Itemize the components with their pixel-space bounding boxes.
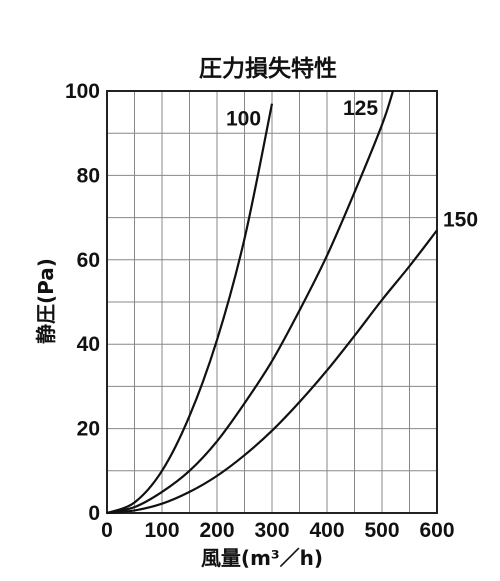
series-line-125 bbox=[106, 90, 395, 515]
x-tick-label: 600 bbox=[419, 519, 454, 542]
y-axis-label: 静圧(Pa) bbox=[34, 258, 58, 344]
series-label-150: 150 bbox=[443, 208, 478, 231]
y-tick-label: 60 bbox=[77, 249, 100, 272]
x-tick-label: 0 bbox=[101, 519, 113, 542]
chart-title: 圧力損失特性 bbox=[199, 56, 337, 82]
series-line-100 bbox=[106, 103, 274, 515]
tick-labels: 0 100 200 300 400 500 600 0 20 40 60 80 100 bbox=[65, 80, 455, 542]
x-tick-label: 100 bbox=[144, 519, 179, 542]
x-tick-label: 300 bbox=[254, 519, 289, 542]
y-tick-label: 80 bbox=[77, 164, 100, 187]
x-tick-label: 400 bbox=[309, 519, 344, 542]
grid bbox=[106, 90, 438, 514]
x-tick-label: 200 bbox=[199, 519, 234, 542]
y-tick-label: 20 bbox=[77, 418, 100, 441]
series-labels: 100 125 150 bbox=[226, 97, 478, 231]
y-tick-label: 40 bbox=[77, 333, 100, 356]
y-tick-label: 100 bbox=[65, 80, 100, 103]
series-label-100: 100 bbox=[226, 108, 261, 131]
curves bbox=[106, 90, 438, 515]
plot-frame bbox=[106, 90, 438, 514]
y-tick-label: 0 bbox=[88, 502, 100, 525]
x-axis-label: 風量(m³／h) bbox=[201, 546, 323, 570]
series-line-150 bbox=[106, 229, 438, 515]
series-label-125: 125 bbox=[343, 97, 378, 120]
x-tick-label: 500 bbox=[364, 519, 399, 542]
